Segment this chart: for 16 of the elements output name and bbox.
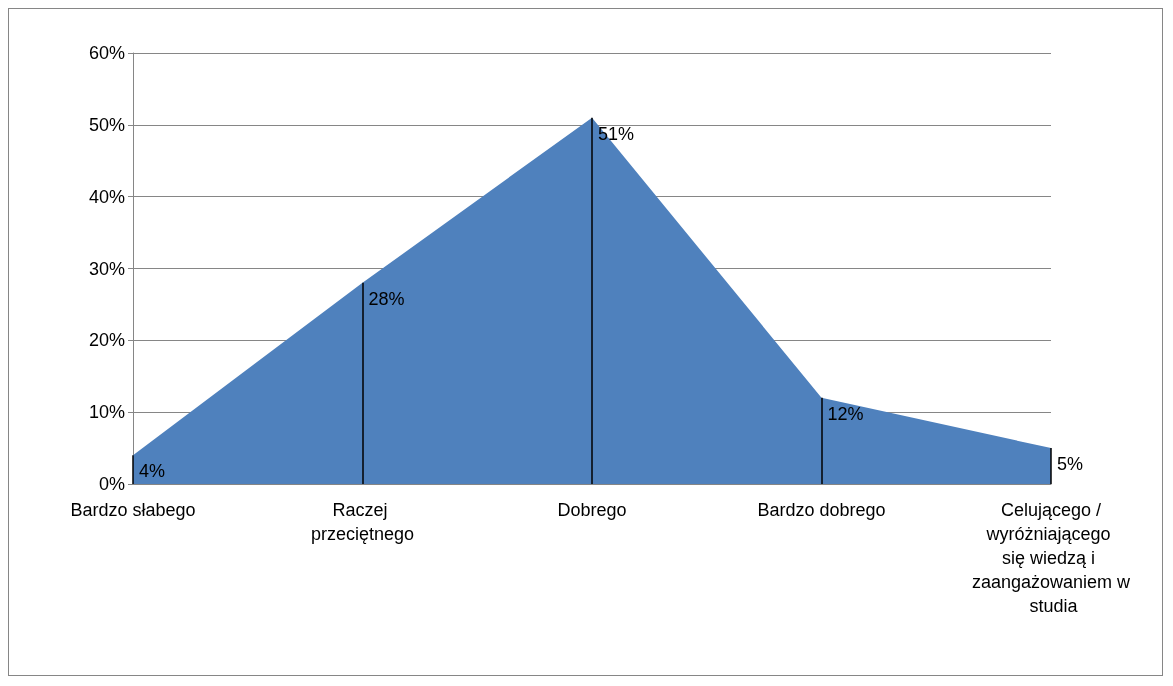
y-tick-label: 0% — [98, 474, 125, 494]
x-tick-label: Bardzo słabego — [70, 500, 196, 520]
x-tick-label: Dobrego — [557, 500, 627, 520]
data-label: 28% — [368, 288, 405, 309]
y-tick-label: 10% — [88, 402, 125, 423]
x-tick-label: Raczej przeciętnego — [310, 500, 415, 544]
y-tick-label: 60% — [88, 43, 125, 63]
y-tick-label: 40% — [88, 186, 125, 207]
data-label: 5% — [1057, 454, 1084, 475]
y-tick-label: 50% — [88, 114, 125, 135]
x-tick-label: Bardzo dobrego — [757, 500, 886, 520]
data-label: 4% — [139, 461, 166, 482]
y-tick-label: 20% — [88, 330, 125, 351]
data-label: 12% — [827, 403, 864, 424]
y-tick-label: 30% — [88, 258, 125, 279]
x-tick-label: Celującego /wyróżniającego się wiedzą i zaangażowaniem w studia — [971, 500, 1132, 616]
